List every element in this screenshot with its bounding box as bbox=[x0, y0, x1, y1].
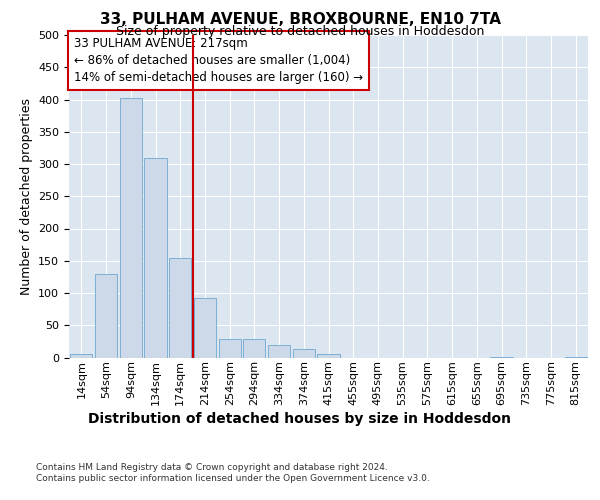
Text: Distribution of detached houses by size in Hoddesdon: Distribution of detached houses by size … bbox=[89, 412, 511, 426]
Bar bbox=[317, 354, 340, 358]
Bar bbox=[218, 340, 241, 357]
Bar bbox=[169, 258, 191, 358]
Bar bbox=[268, 344, 290, 358]
Bar bbox=[293, 349, 315, 358]
Text: Size of property relative to detached houses in Hoddesdon: Size of property relative to detached ho… bbox=[116, 25, 484, 38]
Text: Contains HM Land Registry data © Crown copyright and database right 2024.: Contains HM Land Registry data © Crown c… bbox=[36, 462, 388, 471]
Text: Contains public sector information licensed under the Open Government Licence v3: Contains public sector information licen… bbox=[36, 474, 430, 483]
Bar bbox=[490, 357, 512, 358]
Bar bbox=[243, 340, 265, 357]
Y-axis label: Number of detached properties: Number of detached properties bbox=[20, 98, 32, 294]
Bar bbox=[565, 357, 587, 358]
Bar bbox=[95, 274, 117, 357]
Bar bbox=[119, 98, 142, 358]
Bar bbox=[194, 298, 216, 358]
Text: 33, PULHAM AVENUE, BROXBOURNE, EN10 7TA: 33, PULHAM AVENUE, BROXBOURNE, EN10 7TA bbox=[100, 12, 500, 28]
Bar bbox=[70, 354, 92, 358]
Text: 33 PULHAM AVENUE: 217sqm
← 86% of detached houses are smaller (1,004)
14% of sem: 33 PULHAM AVENUE: 217sqm ← 86% of detach… bbox=[74, 36, 364, 84]
Bar bbox=[145, 158, 167, 358]
